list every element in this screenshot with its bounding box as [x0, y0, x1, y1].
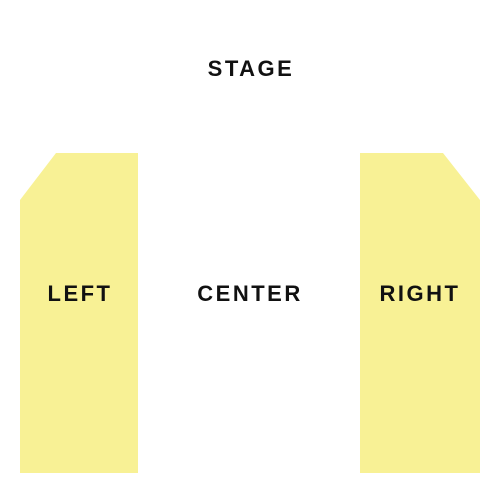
section-right-label: RIGHT [379, 281, 461, 306]
section-left-shape[interactable] [20, 153, 138, 473]
section-right-shape[interactable] [360, 153, 480, 473]
section-left-label: LEFT [47, 281, 113, 306]
section-center-label: CENTER [197, 281, 303, 306]
stage-label: STAGE [207, 56, 295, 81]
